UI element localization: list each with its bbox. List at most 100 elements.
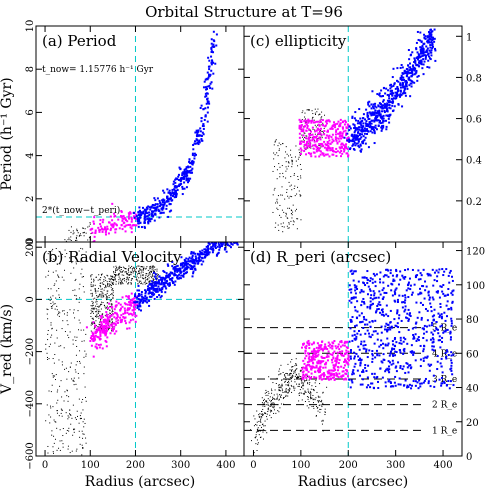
- data-point: [428, 33, 431, 36]
- data-point: [198, 254, 201, 257]
- data-point: [81, 430, 83, 432]
- data-point: [85, 400, 87, 402]
- data-point: [150, 286, 153, 289]
- data-point: [92, 307, 94, 309]
- data-point: [92, 310, 94, 312]
- data-point: [197, 129, 200, 132]
- data-point: [271, 400, 273, 402]
- data-point: [259, 430, 261, 432]
- data-point: [431, 47, 434, 50]
- data-point: [82, 446, 84, 448]
- data-point: [276, 397, 278, 399]
- data-point: [60, 345, 62, 347]
- data-point: [345, 147, 348, 150]
- data-point: [303, 146, 305, 148]
- data-point: [298, 373, 300, 375]
- data-point: [308, 343, 311, 346]
- data-point: [328, 120, 331, 123]
- data-point: [104, 227, 107, 230]
- data-point: [304, 357, 307, 360]
- data-point: [325, 147, 328, 150]
- data-point: [146, 288, 149, 291]
- data-point: [348, 299, 351, 302]
- data-point: [361, 129, 364, 132]
- data-point: [70, 226, 72, 228]
- data-point: [264, 412, 266, 414]
- data-point: [79, 362, 81, 364]
- data-point: [103, 283, 105, 285]
- data-point: [210, 38, 213, 41]
- data-point: [260, 421, 262, 423]
- data-point: [315, 380, 317, 382]
- data-point: [391, 294, 394, 297]
- data-point: [93, 328, 95, 330]
- data-point: [355, 335, 358, 338]
- data-point: [61, 364, 63, 366]
- data-point: [220, 243, 223, 246]
- data-point: [305, 376, 308, 379]
- data-point: [82, 433, 84, 435]
- data-point: [143, 226, 146, 229]
- data-point: [370, 122, 373, 125]
- data-point: [385, 328, 388, 331]
- data-point: [291, 214, 293, 216]
- data-point: [353, 284, 356, 287]
- data-point: [188, 260, 191, 263]
- data-point: [388, 354, 391, 357]
- data-point: [220, 242, 223, 245]
- data-point: [292, 374, 294, 376]
- data-point: [104, 327, 106, 329]
- data-point: [414, 326, 417, 329]
- y-tick-label: −600: [25, 442, 36, 469]
- data-point: [70, 239, 72, 241]
- data-point: [199, 130, 202, 133]
- data-point: [45, 420, 47, 422]
- data-point: [61, 253, 63, 255]
- data-point: [295, 208, 297, 210]
- data-point: [112, 275, 114, 277]
- data-point: [127, 215, 130, 218]
- data-point: [308, 401, 310, 403]
- data-point: [102, 218, 105, 221]
- data-point: [387, 360, 390, 363]
- data-point: [400, 74, 403, 77]
- data-point: [218, 236, 220, 238]
- data-point: [179, 180, 182, 183]
- data-point: [160, 283, 163, 286]
- data-point: [189, 267, 192, 270]
- data-point: [185, 268, 188, 271]
- data-point: [399, 270, 402, 273]
- data-point: [150, 265, 152, 267]
- data-point: [435, 328, 438, 331]
- data-point: [348, 288, 351, 291]
- data-point: [317, 147, 320, 150]
- data-point: [423, 42, 426, 45]
- data-point: [355, 337, 358, 340]
- data-point: [154, 272, 156, 274]
- data-point: [160, 282, 163, 285]
- data-point: [322, 372, 325, 375]
- data-point: [305, 354, 308, 357]
- data-point: [106, 305, 108, 307]
- data-point: [104, 233, 107, 236]
- data-point: [130, 218, 133, 221]
- data-point: [50, 416, 52, 418]
- data-point: [144, 292, 147, 295]
- data-point: [91, 317, 93, 319]
- data-point: [383, 109, 386, 112]
- data-point: [104, 306, 106, 308]
- data-point: [76, 336, 78, 338]
- data-point: [112, 280, 114, 282]
- data-point: [232, 225, 234, 227]
- data-point: [48, 390, 50, 392]
- data-point: [47, 253, 49, 255]
- data-point: [85, 442, 87, 444]
- data-point: [84, 244, 85, 245]
- data-point: [427, 41, 430, 44]
- data-point: [302, 110, 304, 112]
- data-point: [427, 39, 430, 42]
- data-point: [90, 312, 92, 314]
- data-point: [433, 279, 436, 282]
- data-point: [339, 122, 342, 125]
- data-point: [302, 370, 305, 373]
